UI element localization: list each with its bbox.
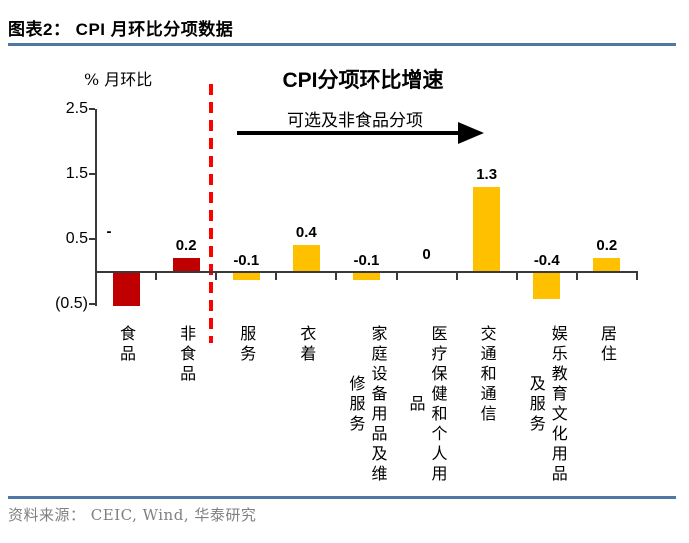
x-axis-tick <box>95 271 97 280</box>
chart-bar <box>352 273 380 280</box>
category-label: 非食品 <box>177 324 197 385</box>
chart-bar <box>112 273 140 306</box>
category-label: 衣着 <box>297 324 317 365</box>
x-axis-tick <box>575 271 578 280</box>
bar-value-label: -0.1 <box>353 252 380 269</box>
chart-bar <box>172 258 200 271</box>
chart-bar <box>533 273 561 299</box>
right-arrow-head-icon <box>458 122 484 144</box>
x-axis-tick <box>275 271 278 280</box>
page-title: 图表2： CPI 月环比分项数据 <box>8 20 234 39</box>
category-label: 食品 <box>117 324 137 365</box>
footer-rule <box>8 496 676 499</box>
annotation-label: 可选及非食品分项 <box>287 111 423 131</box>
y-tick-label: 2.5 <box>65 99 88 117</box>
x-axis-tick <box>215 271 218 280</box>
y-tick-label: 1.5 <box>65 164 88 182</box>
x-axis-tick <box>395 271 398 280</box>
x-axis-tick <box>635 271 638 280</box>
chart-bar <box>232 273 260 280</box>
category-label: 服务 <box>237 324 257 365</box>
chart-bar <box>473 186 501 271</box>
header-rule <box>8 43 676 46</box>
bar-value-label: 0.4 <box>295 224 317 241</box>
y-axis-tick <box>89 172 95 175</box>
chart-bar <box>292 245 320 271</box>
x-axis-tick <box>155 271 158 280</box>
bar-value-label: -0.4 <box>533 252 560 269</box>
x-axis-tick <box>335 271 338 280</box>
category-label: 医疗保健和个人用品 <box>406 324 448 485</box>
category-label: 娱乐教育文化用品及服务 <box>526 324 568 485</box>
bar-value-label: - <box>106 223 112 240</box>
x-axis-tick <box>455 271 458 280</box>
bar-value-label: 1.3 <box>476 165 498 183</box>
x-axis-tick <box>515 271 518 280</box>
category-label: 交通和通信 <box>477 324 497 425</box>
chart-bar <box>593 258 621 271</box>
y-axis-tick <box>89 237 95 240</box>
category-label: 居住 <box>597 324 617 365</box>
right-arrow-icon <box>237 131 465 135</box>
x-axis-line <box>96 271 637 273</box>
food-nonfood-divider-dashed-line <box>209 84 213 343</box>
y-axis-line <box>95 108 97 306</box>
y-tick-label: 0.5 <box>65 229 88 247</box>
chart-title: CPI分项环比增速 <box>282 69 444 92</box>
bar-value-label: -0.1 <box>233 252 260 269</box>
y-axis-tick <box>89 302 95 305</box>
y-axis-tick <box>89 107 95 110</box>
bar-value-label: 0.2 <box>596 237 618 254</box>
source-text: 资料来源： CEIC, Wind, 华泰研究 <box>8 506 257 524</box>
y-axis-unit-label: % 月环比 <box>84 70 153 89</box>
category-label: 家庭设备用品及维修服务 <box>346 324 388 485</box>
bar-value-label: 0.2 <box>175 237 197 254</box>
bar-value-label: 0 <box>422 246 431 263</box>
y-tick-label: (0.5) <box>55 294 88 312</box>
